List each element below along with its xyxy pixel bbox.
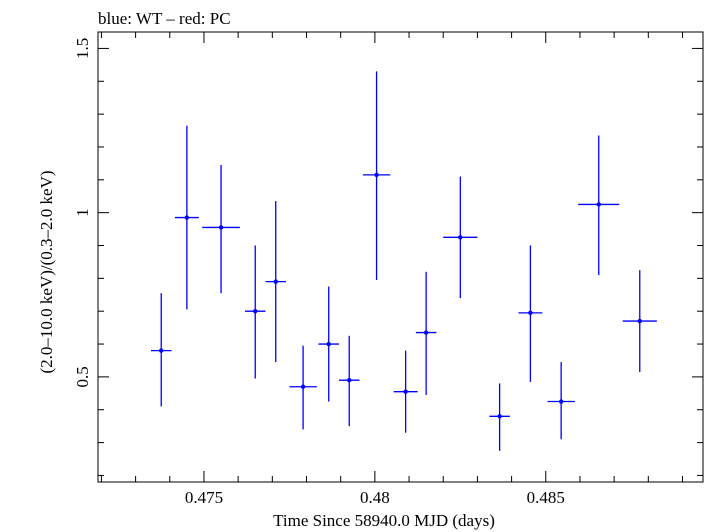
data-point (578, 135, 620, 276)
data-point (443, 176, 478, 299)
point-marker (596, 202, 601, 207)
data-point (289, 345, 317, 430)
data-point (318, 286, 339, 402)
point-marker (637, 318, 642, 324)
x-axis: 0.475 0.48 0.485 (100, 32, 683, 507)
plot-frame (97, 31, 704, 483)
point-marker (347, 377, 352, 383)
x-tick-label: 0.485 (527, 488, 565, 507)
data-point (150, 293, 172, 407)
data-point (547, 362, 575, 440)
x-axis-label: Time Since 58940.0 MJD (days) (273, 511, 495, 530)
point-marker (497, 414, 502, 419)
point-marker (253, 308, 258, 314)
data-point (265, 201, 286, 363)
x-tick-label: 0.475 (185, 488, 223, 507)
y-axis: 0.5 1 1.5 (73, 38, 703, 476)
data-point (518, 245, 543, 382)
point-marker (528, 310, 533, 316)
point-marker (159, 348, 164, 353)
y-axis-label: (2.0–10.0 keV)/(0.3–2.0 keV) (37, 170, 56, 373)
data-points (150, 71, 657, 451)
data-point (362, 71, 391, 280)
y-tick-label: 1.5 (73, 38, 92, 59)
data-point (393, 350, 418, 433)
data-point (174, 125, 199, 310)
data-point (338, 335, 360, 427)
point-marker (300, 384, 306, 389)
y-tick-label: 1 (73, 208, 92, 217)
point-marker (458, 235, 463, 240)
point-marker (273, 279, 278, 284)
point-marker (184, 215, 190, 220)
point-marker (558, 399, 564, 404)
data-point (489, 383, 510, 451)
data-point (622, 270, 657, 372)
point-marker (326, 341, 331, 347)
point-marker (423, 330, 429, 335)
point-marker (374, 172, 379, 178)
y-tick-label: 0.5 (73, 366, 92, 387)
data-point (244, 245, 266, 379)
chart-title: blue: WT – red: PC (98, 9, 231, 28)
data-point (415, 271, 437, 395)
x-tick-label: 0.48 (360, 488, 390, 507)
point-marker (403, 389, 408, 394)
point-marker (218, 225, 224, 230)
data-point (202, 165, 240, 294)
